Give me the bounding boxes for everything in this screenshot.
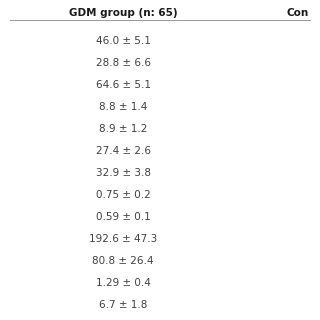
Text: 28.8 ± 6.6: 28.8 ± 6.6: [96, 58, 151, 68]
Text: 0.59 ± 0.1: 0.59 ± 0.1: [96, 212, 151, 222]
Text: 64.6 ± 5.1: 64.6 ± 5.1: [96, 80, 151, 90]
Text: Con: Con: [286, 8, 309, 18]
Text: 46.0 ± 5.1: 46.0 ± 5.1: [96, 36, 151, 46]
Text: 0.75 ± 0.2: 0.75 ± 0.2: [96, 190, 151, 200]
Text: 80.8 ± 26.4: 80.8 ± 26.4: [92, 256, 154, 266]
Text: 1.29 ± 0.4: 1.29 ± 0.4: [96, 278, 151, 288]
Text: 8.8 ± 1.4: 8.8 ± 1.4: [99, 102, 148, 112]
Text: 32.9 ± 3.8: 32.9 ± 3.8: [96, 168, 151, 178]
Text: 27.4 ± 2.6: 27.4 ± 2.6: [96, 146, 151, 156]
Text: GDM group (n: 65): GDM group (n: 65): [69, 8, 178, 18]
Text: 192.6 ± 47.3: 192.6 ± 47.3: [89, 234, 157, 244]
Text: 8.9 ± 1.2: 8.9 ± 1.2: [99, 124, 148, 134]
Text: 6.7 ± 1.8: 6.7 ± 1.8: [99, 300, 148, 310]
